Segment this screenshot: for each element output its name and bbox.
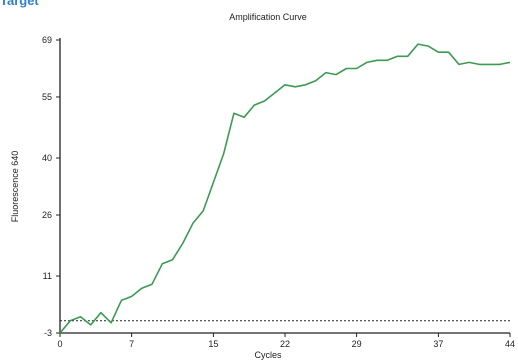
x-tick-label: 7 (129, 339, 134, 349)
y-tick-label: -3 (44, 328, 52, 338)
tick-group: 0 7 15 22 29 37 44 -3 11 26 40 55 69 (42, 35, 515, 349)
x-tick-label: 22 (280, 339, 290, 349)
x-tick-label: 29 (352, 339, 362, 349)
y-tick-label: 69 (42, 35, 52, 45)
x-axis-label: Cycles (254, 350, 282, 360)
y-axis-label: Fluorescence 640 (10, 151, 20, 223)
chart-title: Amplification Curve (229, 12, 307, 22)
y-tick-label: 11 (43, 271, 52, 281)
axes (59, 38, 510, 334)
section-heading: Target (0, 0, 39, 8)
x-tick-label: 15 (208, 339, 218, 349)
x-tick-label: 0 (57, 339, 62, 349)
y-tick-label: 26 (42, 210, 52, 220)
y-tick-label: 55 (42, 92, 52, 102)
series-line (59, 43, 511, 334)
x-tick-label: 37 (433, 339, 443, 349)
x-tick-label: 44 (505, 339, 515, 349)
series-group (59, 43, 511, 334)
y-tick-label: 40 (42, 153, 52, 163)
